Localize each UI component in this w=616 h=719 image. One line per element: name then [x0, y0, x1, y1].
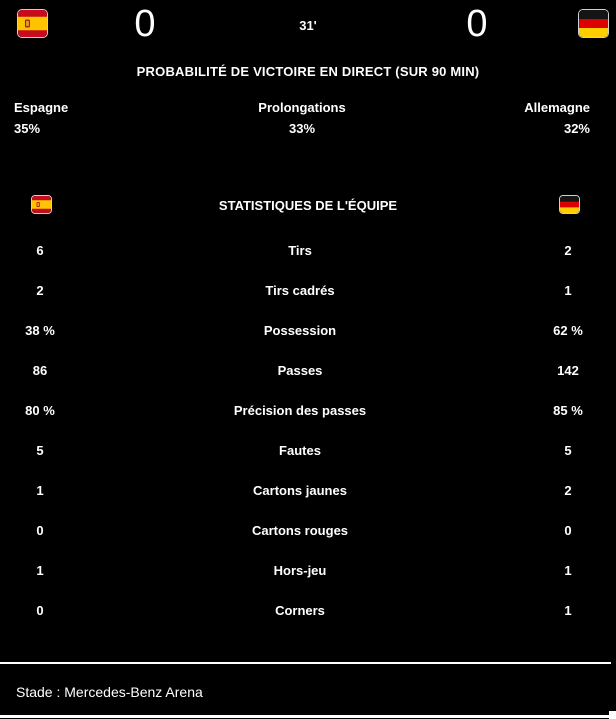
- win-prob-home-label: Espagne: [14, 100, 69, 115]
- germany-flag-icon: [578, 9, 609, 38]
- stat-home-value: 80 %: [25, 402, 55, 418]
- away-score: 0: [466, 3, 488, 45]
- win-prob-draw: Prolongations 33%: [206, 97, 398, 139]
- match-time: 31': [299, 18, 317, 33]
- scrollbar-corner-mark: [609, 711, 616, 719]
- win-prob-away: Allemagne 32%: [398, 97, 616, 139]
- stat-away-value: 62 %: [553, 322, 583, 338]
- stat-label: Précision des passes: [233, 402, 367, 418]
- footer-divider: [0, 662, 611, 664]
- win-prob-away-value: 32%: [563, 121, 590, 136]
- stat-away-value: 85 %: [553, 402, 583, 418]
- stat-home-value: 86: [32, 362, 48, 378]
- stat-row: 1 Cartons jaunes 2: [0, 470, 616, 510]
- win-probability-row: Espagne 35% Prolongations 33% Allemagne …: [0, 97, 616, 139]
- stat-away-value: 1: [564, 282, 572, 298]
- stat-label: Tirs: [288, 242, 312, 258]
- win-prob-draw-label: Prolongations: [258, 100, 346, 115]
- stat-row: 38 % Possession 62 %: [0, 310, 616, 350]
- stat-away-value: 0: [564, 522, 572, 538]
- stat-home-value: 5: [36, 442, 44, 458]
- spain-flag-small-icon: [31, 195, 52, 214]
- stat-label: Passes: [277, 362, 323, 378]
- stat-home-value: 0: [36, 522, 44, 538]
- stat-label: Tirs cadrés: [265, 282, 335, 298]
- bottom-border: [0, 715, 616, 718]
- stadium-label: Stade : Mercedes-Benz Arena: [16, 684, 203, 700]
- germany-flag-small-icon: [559, 195, 580, 214]
- stat-row: 0 Corners 1: [0, 590, 616, 630]
- team-stats-title: STATISTIQUES DE L'ÉQUIPE: [218, 198, 398, 213]
- stat-label: Hors-jeu: [273, 562, 327, 578]
- win-probability-title: PROBABILITÉ DE VICTOIRE EN DIRECT (SUR 9…: [136, 64, 480, 79]
- stat-row: 80 % Précision des passes 85 %: [0, 390, 616, 430]
- stat-row: 1 Hors-jeu 1: [0, 550, 616, 590]
- stat-label: Possession: [263, 322, 337, 338]
- stat-away-value: 2: [564, 482, 572, 498]
- spain-flag-icon: [17, 9, 48, 38]
- stat-away-value: 2: [564, 242, 572, 258]
- stat-row: 86 Passes 142: [0, 350, 616, 390]
- stat-home-value: 1: [36, 562, 44, 578]
- win-prob-home-value: 35%: [14, 121, 41, 136]
- stat-row: 2 Tirs cadrés 1: [0, 270, 616, 310]
- stat-row: 6 Tirs 2: [0, 230, 616, 270]
- win-prob-home: Espagne 35%: [0, 97, 206, 139]
- stat-label: Cartons rouges: [251, 522, 349, 538]
- stat-label: Cartons jaunes: [253, 482, 347, 498]
- stat-label: Fautes: [279, 442, 321, 458]
- stat-label: Corners: [275, 602, 325, 618]
- team-stats-rows: 6 Tirs 2 2 Tirs cadrés 1 38 % Possession…: [0, 230, 616, 630]
- home-score: 0: [134, 3, 156, 45]
- win-prob-away-label: Allemagne: [524, 100, 590, 115]
- stat-home-value: 38 %: [25, 322, 55, 338]
- stat-home-value: 1: [36, 482, 44, 498]
- stat-home-value: 0: [36, 602, 44, 618]
- stat-away-value: 5: [564, 442, 572, 458]
- stat-away-value: 1: [564, 562, 572, 578]
- win-prob-draw-value: 33%: [288, 121, 316, 136]
- stat-home-value: 6: [36, 242, 44, 258]
- stat-row: 5 Fautes 5: [0, 430, 616, 470]
- stat-home-value: 2: [36, 282, 44, 298]
- stat-away-value: 1: [564, 602, 572, 618]
- stat-away-value: 142: [557, 362, 579, 378]
- stat-row: 0 Cartons rouges 0: [0, 510, 616, 550]
